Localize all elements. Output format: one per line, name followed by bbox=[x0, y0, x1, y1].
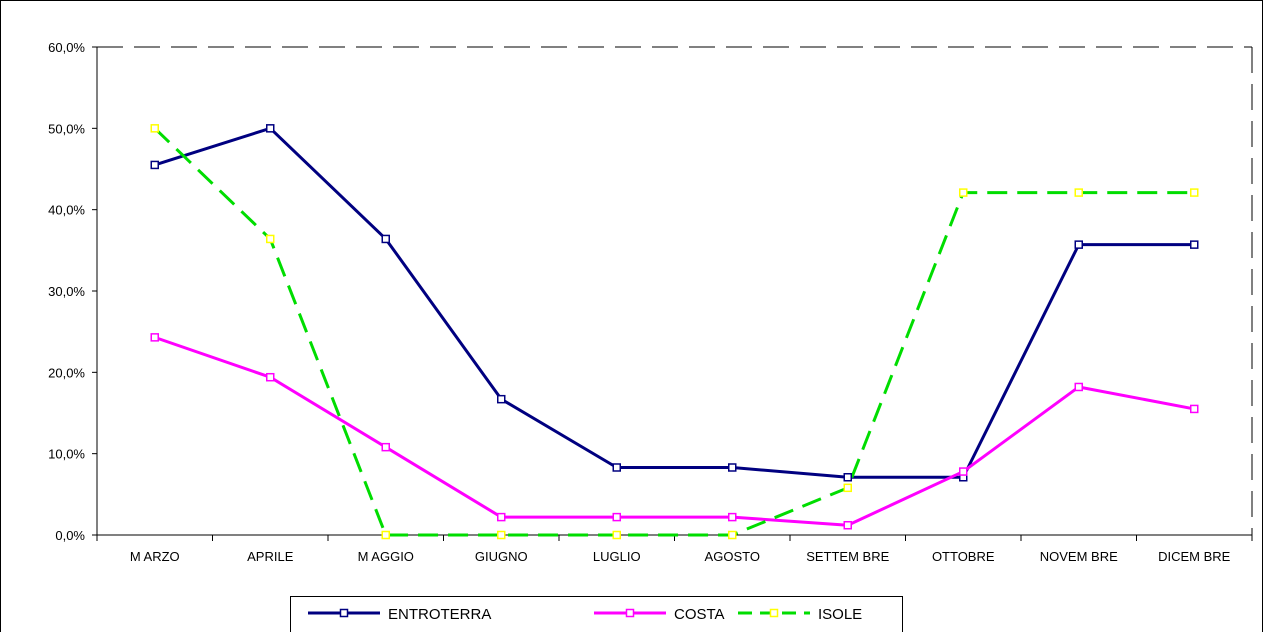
data-point-costa bbox=[959, 467, 968, 476]
data-point-entroterra bbox=[1190, 240, 1199, 249]
y-tick-label: 40,0% bbox=[48, 203, 85, 218]
x-tick-label: DICEM BRE bbox=[1158, 549, 1231, 564]
x-tick-label: NOVEM BRE bbox=[1040, 549, 1118, 564]
legend-label-entroterra: ENTROTERRA bbox=[388, 606, 491, 623]
x-tick-label: APRILE bbox=[247, 549, 294, 564]
data-point-costa bbox=[1190, 404, 1199, 414]
legend-label-isole: ISOLE bbox=[818, 606, 862, 623]
x-tick-label: OTTOBRE bbox=[932, 549, 995, 564]
legend-marker-entroterra bbox=[339, 608, 349, 618]
data-point-entroterra bbox=[728, 463, 737, 472]
x-tick-label: AGOSTO bbox=[705, 549, 760, 564]
x-tick-label: M ARZO bbox=[130, 549, 180, 564]
data-point-costa bbox=[266, 372, 275, 382]
data-point-isole bbox=[497, 530, 506, 540]
legend-marker-costa bbox=[625, 608, 635, 618]
data-point-isole bbox=[843, 483, 852, 493]
data-point-isole bbox=[612, 530, 621, 540]
data-point-entroterra bbox=[266, 124, 275, 133]
series-line-costa bbox=[154, 335, 1195, 527]
series-line-entroterra bbox=[154, 126, 1195, 479]
data-point-costa bbox=[497, 512, 506, 522]
x-tick-label: M AGGIO bbox=[358, 549, 414, 564]
data-point-isole bbox=[266, 234, 275, 244]
x-tick-label: LUGLIO bbox=[593, 549, 641, 564]
data-point-isole bbox=[959, 188, 968, 197]
data-point-costa bbox=[1074, 382, 1083, 392]
legend-box bbox=[290, 596, 903, 632]
data-point-entroterra bbox=[497, 394, 506, 404]
legend-marker-isole bbox=[769, 608, 779, 618]
data-point-entroterra bbox=[612, 463, 621, 472]
y-tick-label: 0,0% bbox=[55, 528, 85, 543]
legend-label-costa: COSTA bbox=[674, 606, 725, 623]
x-tick-label: GIUGNO bbox=[475, 549, 528, 564]
y-tick-label: 50,0% bbox=[48, 121, 85, 136]
data-point-costa bbox=[612, 512, 621, 522]
series-line-isole bbox=[153, 127, 1195, 537]
data-point-entroterra bbox=[843, 473, 852, 482]
data-point-isole bbox=[381, 530, 390, 540]
data-point-isole bbox=[150, 124, 159, 133]
y-tick-label: 60,0% bbox=[48, 40, 85, 55]
x-tick-label: SETTEM BRE bbox=[806, 549, 889, 564]
data-point-entroterra bbox=[381, 234, 390, 244]
data-point-entroterra bbox=[150, 160, 159, 170]
data-point-costa bbox=[381, 442, 390, 452]
data-point-isole bbox=[1074, 188, 1083, 197]
y-tick-label: 20,0% bbox=[48, 365, 85, 380]
data-point-entroterra bbox=[1074, 240, 1083, 249]
data-point-costa bbox=[843, 520, 852, 530]
y-tick-label: 10,0% bbox=[48, 447, 85, 462]
data-point-costa bbox=[150, 333, 159, 342]
data-point-costa bbox=[728, 512, 737, 522]
data-point-isole bbox=[1190, 188, 1199, 197]
data-point-isole bbox=[728, 530, 737, 540]
y-tick-label: 30,0% bbox=[48, 284, 85, 299]
